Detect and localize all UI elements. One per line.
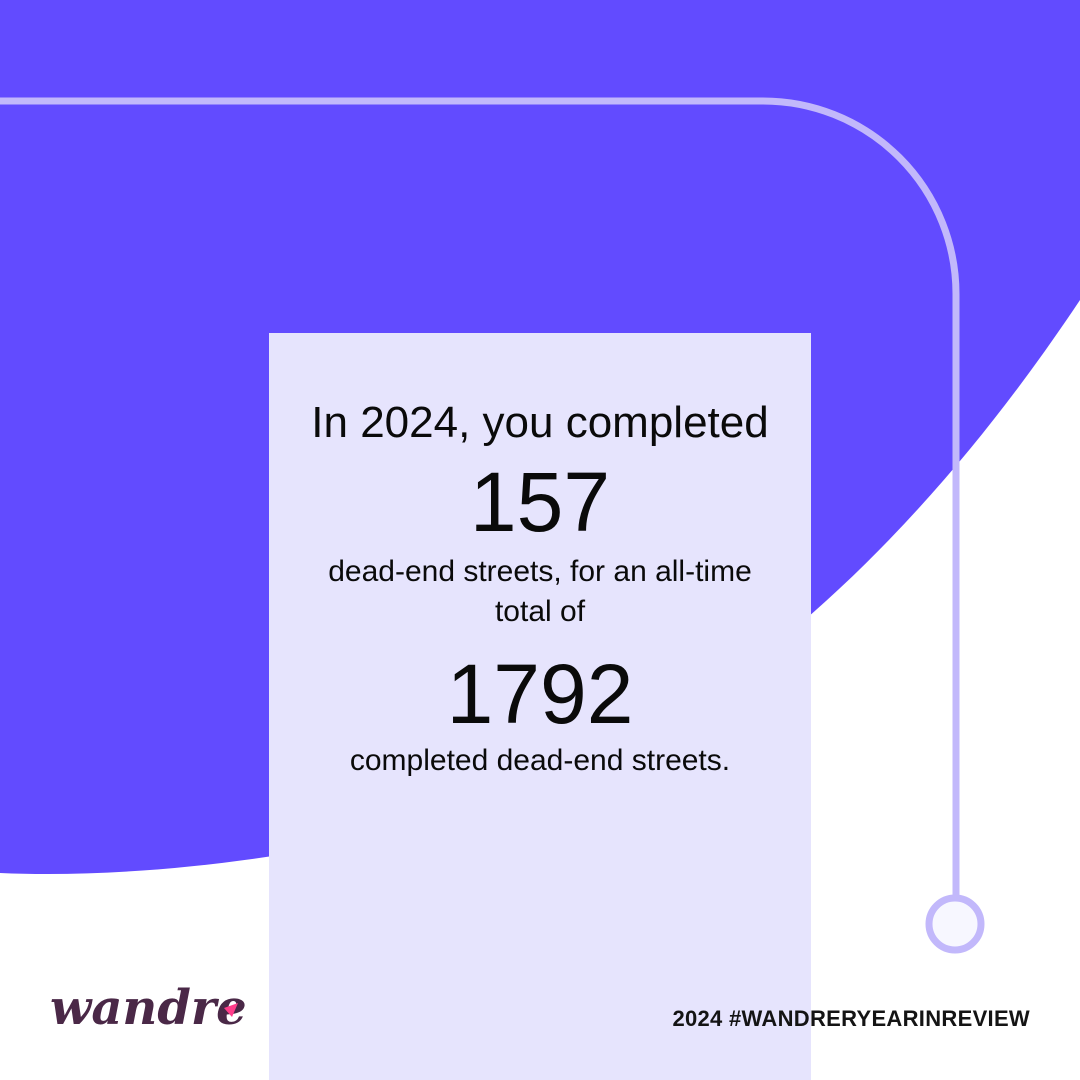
headline: In 2024, you completed — [311, 398, 769, 447]
total-count: 1792 — [446, 647, 634, 741]
hashtag: 2024 #WANDRERYEARINREVIEW — [672, 1006, 1030, 1031]
mid-text: dead-end streets, for an all-time total … — [328, 555, 752, 628]
wandrer-logo: wandrer — [50, 980, 248, 1036]
stats-card: In 2024, you completed 157 dead-end stre… — [269, 333, 811, 1080]
year-count: 157 — [469, 455, 611, 549]
logo-accent-icon — [224, 1003, 238, 1017]
route-line — [0, 97, 960, 898]
circle-icon — [925, 894, 985, 954]
logo-wordmark: wandrer — [50, 980, 248, 1036]
tail-text: completed dead-end streets. — [349, 744, 731, 777]
